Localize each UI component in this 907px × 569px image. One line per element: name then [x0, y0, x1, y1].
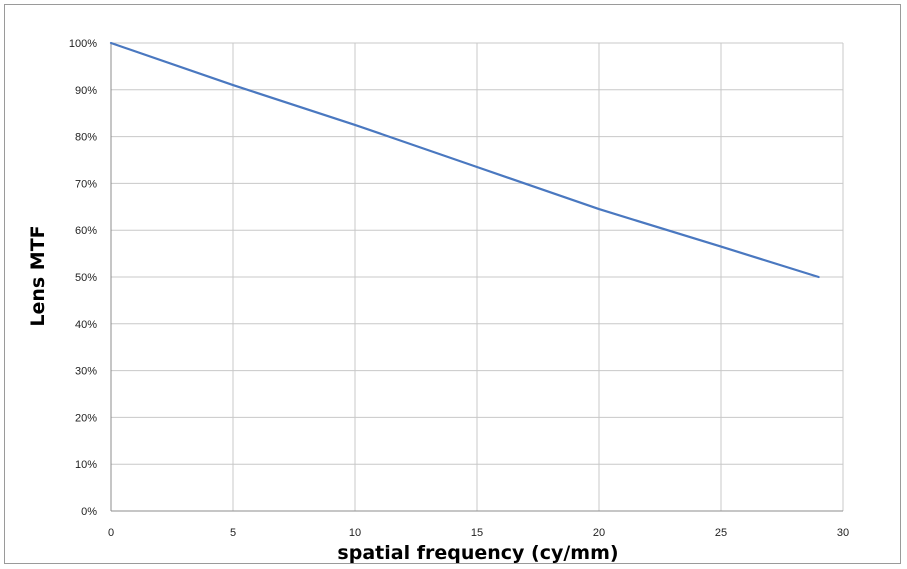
x-tick-labels: 0 5 10 15 20 25 30 — [108, 527, 849, 539]
y-tick-label: 0% — [81, 506, 97, 518]
y-tick-label: 30% — [75, 366, 97, 378]
y-tick-label: 10% — [75, 459, 97, 471]
y-tick-label: 90% — [75, 85, 97, 97]
x-tick-label: 20 — [593, 527, 605, 539]
x-tick-label: 15 — [471, 527, 483, 539]
series-line — [109, 41, 820, 279]
y-tick-label: 100% — [69, 38, 97, 50]
y-axis-title: Lens MTF — [27, 225, 49, 326]
grid-lines — [110, 42, 844, 512]
y-tick-label: 50% — [75, 272, 97, 284]
x-tick-label: 0 — [108, 527, 114, 539]
series-layer — [109, 41, 820, 279]
y-tick-label: 20% — [75, 412, 97, 424]
x-axis-title: spatial frequency (cy/mm) — [337, 542, 618, 564]
y-tick-labels: 0% 10% 20% 30% 40% 50% 60% 70% 80% 90% 100% — [69, 38, 97, 518]
x-tick-label: 10 — [349, 527, 361, 539]
y-tick-label: 40% — [75, 319, 97, 331]
x-tick-label: 25 — [715, 527, 727, 539]
y-tick-label: 60% — [75, 225, 97, 237]
x-tick-label: 30 — [837, 527, 849, 539]
x-tick-label: 5 — [230, 527, 236, 539]
y-tick-label: 70% — [75, 178, 97, 190]
chart-frame — [4, 4, 901, 564]
y-tick-label: 80% — [75, 132, 97, 144]
